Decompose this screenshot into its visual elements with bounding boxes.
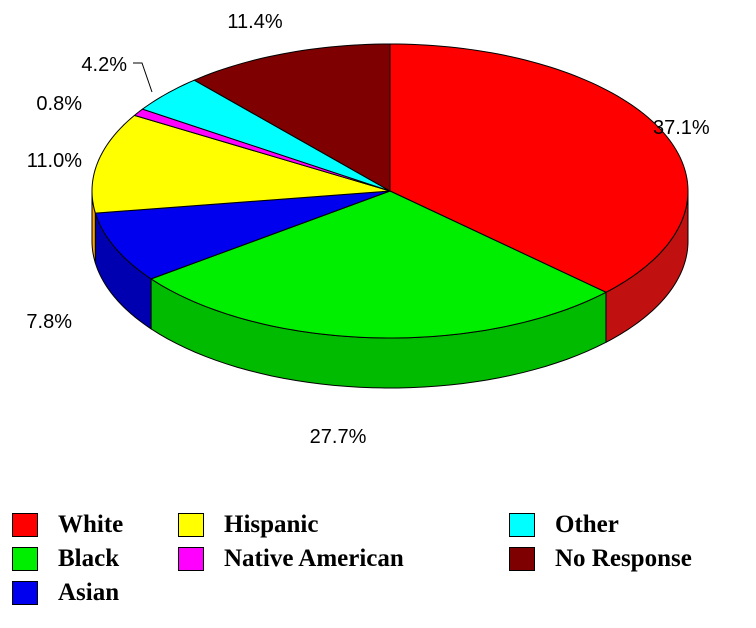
legend-label-native-american: Native American	[224, 545, 404, 572]
pie-label-no-response: 11.4%	[227, 11, 282, 33]
legend-label-hispanic: Hispanic	[224, 511, 319, 538]
pie-label-asian: 7.8%	[26, 311, 72, 333]
pie-label-white: 37.1%	[653, 117, 710, 139]
legend-swatch-black	[12, 547, 38, 571]
legend-label-white: White	[58, 511, 124, 538]
leader-line-other	[133, 62, 153, 93]
pie-slice-hispanic	[91, 114, 391, 214]
pie-label-hispanic: 11.0%	[27, 150, 82, 172]
legend-swatch-native-american	[178, 547, 204, 571]
pie-labels: 37.1% 27.7% 7.8% 11.0% 0.8% 4.2% 11.4%	[26, 11, 710, 448]
legend: White Black Asian Hispanic Native Americ…	[0, 500, 756, 628]
legend-item-hispanic: Hispanic	[178, 510, 318, 540]
legend-label-no-response: No Response	[555, 545, 692, 572]
pie-slice-white	[389, 43, 689, 293]
legend-item-black: Black	[12, 544, 119, 574]
legend-swatch-other	[509, 513, 535, 537]
legend-label-other: Other	[555, 511, 619, 538]
legend-swatch-white	[12, 513, 38, 537]
legend-item-asian: Asian	[12, 578, 119, 608]
pie-chart: 37.1% 27.7% 7.8% 11.0% 0.8% 4.2% 11.4%	[26, 11, 710, 448]
pie-slice-black	[150, 190, 608, 339]
legend-label-asian: Asian	[58, 579, 120, 606]
legend-item-native-american: Native American	[178, 544, 404, 574]
legend-label-black: Black	[58, 545, 120, 572]
pie-label-other: 4.2%	[81, 54, 127, 76]
legend-swatch-hispanic	[178, 513, 204, 537]
legend-item-white: White	[12, 510, 123, 540]
pie-slice-native-american	[133, 108, 391, 192]
pie-label-native-american: 0.8%	[36, 93, 82, 115]
pie-slice-other	[141, 79, 391, 192]
pie-slice-asian	[94, 190, 391, 280]
pie-tops	[91, 43, 689, 339]
pie-slice-no-response	[193, 43, 391, 192]
legend-item-no-response: No Response	[509, 544, 692, 574]
pie-label-black: 27.7%	[310, 426, 367, 448]
legend-item-other: Other	[509, 510, 619, 540]
legend-swatch-asian	[12, 581, 38, 605]
legend-swatch-no-response	[509, 547, 535, 571]
